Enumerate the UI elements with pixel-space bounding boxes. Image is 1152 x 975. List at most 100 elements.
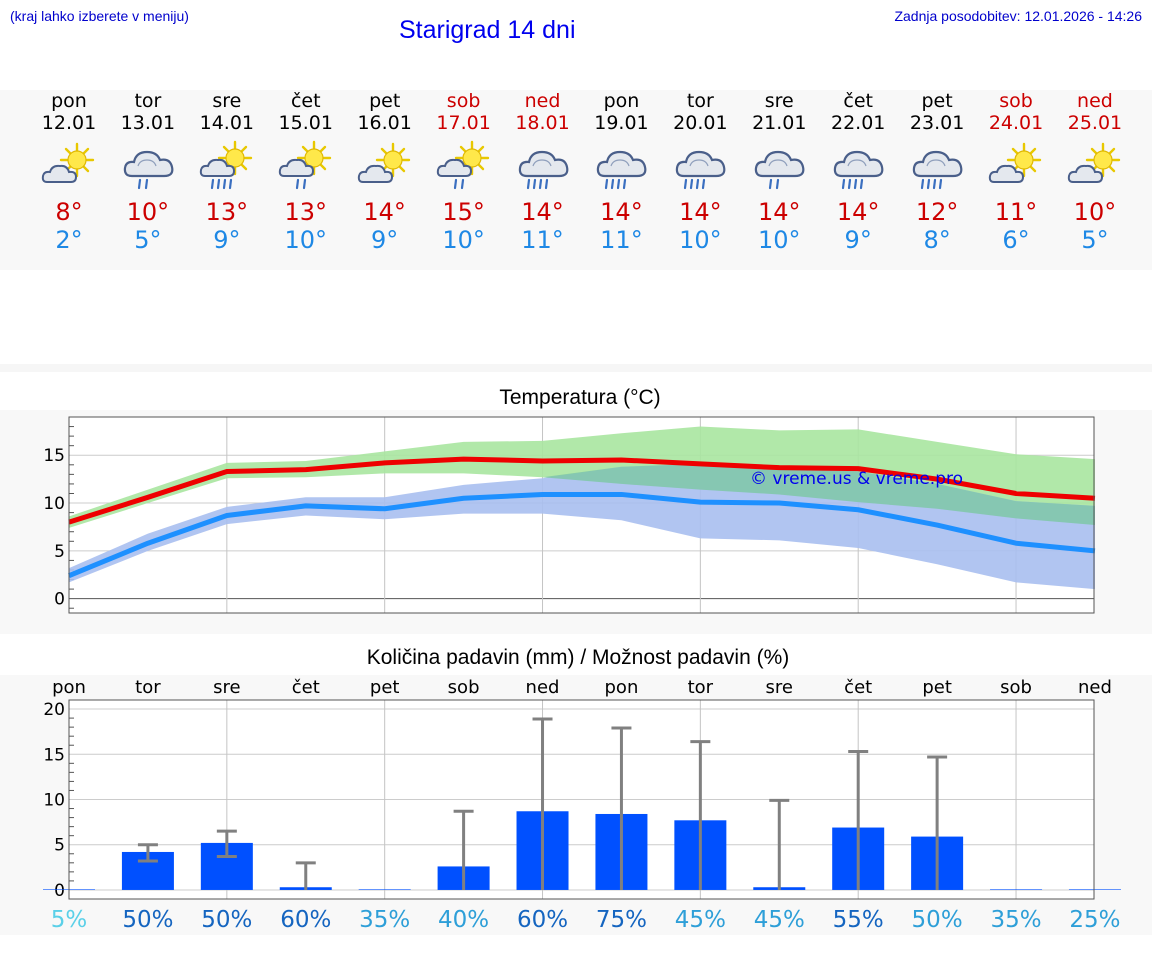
day-column: tor 13.01 10° 5° xyxy=(108,90,188,254)
day-date: 20.01 xyxy=(673,112,728,134)
x-category-label: čet xyxy=(292,677,320,698)
temperature-max: 10° xyxy=(126,198,170,226)
x-category-label: sob xyxy=(448,677,480,698)
day-column: sob 24.01 11° 6° xyxy=(976,90,1056,254)
location-hint: (kraj lahko izberete v meniju) xyxy=(10,8,189,24)
y-tick-label: 20 xyxy=(43,700,65,720)
day-column: pet 23.01 12° 8° xyxy=(897,90,977,254)
precipitation-bar xyxy=(1068,889,1121,890)
watermark: © vreme.us & vreme.pro xyxy=(750,469,963,489)
day-name: čet xyxy=(843,90,873,112)
day-column: čet 15.01 13° 10° xyxy=(266,90,346,254)
day-date: 16.01 xyxy=(357,112,412,134)
temperature-chart: 0 5 10 15 © vreme.us & vreme.pro xyxy=(43,416,1096,614)
x-category-label: ned xyxy=(526,677,560,698)
day-name: pet xyxy=(921,90,953,112)
y-tick-label: 10 xyxy=(43,791,65,811)
day-column: ned 18.01 14° 11° xyxy=(503,90,583,254)
x-category-label: čet xyxy=(844,677,872,698)
x-category-label: pet xyxy=(922,677,952,698)
day-date: 12.01 xyxy=(41,112,97,134)
sun-cloud-icon xyxy=(357,142,410,183)
day-name: tor xyxy=(686,90,714,112)
day-date: 23.01 xyxy=(909,112,965,134)
temperature-max: 11° xyxy=(994,198,1038,226)
precipitation-probability: 25% xyxy=(1069,907,1120,933)
temperature-min: 11° xyxy=(521,226,564,254)
precipitation-probability: 40% xyxy=(438,907,489,933)
temperature-max: 12° xyxy=(915,198,959,226)
day-column: sre 14.01 13° 9° xyxy=(187,90,267,254)
temperature-min: 5° xyxy=(134,226,162,254)
day-date: 22.01 xyxy=(830,112,886,134)
cloud-heavy-rain-icon xyxy=(833,150,884,190)
y-tick-label: 5 xyxy=(54,542,65,562)
temperature-max: 14° xyxy=(521,198,564,226)
sun-cloud-rain-icon xyxy=(199,140,253,190)
day-date: 21.01 xyxy=(752,112,807,134)
cloud-heavy-rain-icon xyxy=(912,150,963,190)
day-column: tor 20.01 14° 10° xyxy=(660,90,740,254)
temperature-max: 14° xyxy=(757,198,801,226)
y-tick-label: 15 xyxy=(43,446,65,466)
temperature-max: 14° xyxy=(363,198,406,226)
temperature-min: 5° xyxy=(1081,226,1109,254)
temperature-min: 11° xyxy=(600,226,643,254)
day-column: pon 12.01 8° 2° xyxy=(29,90,109,254)
y-tick-label: 0 xyxy=(54,590,65,610)
day-name: tor xyxy=(134,90,162,112)
x-category-label: tor xyxy=(135,677,161,698)
day-name: sre xyxy=(212,90,242,112)
precipitation-probability: 35% xyxy=(990,907,1041,933)
page-title: Starigrad 14 dni xyxy=(399,16,576,44)
temperature-plot-frame xyxy=(68,416,1095,614)
day-name: pon xyxy=(51,90,87,112)
temperature-min: 6° xyxy=(1002,226,1030,254)
precipitation-plot-frame xyxy=(68,699,1095,900)
day-date: 19.01 xyxy=(594,112,649,134)
cloud-heavy-rain-icon xyxy=(518,150,568,190)
day-date: 18.01 xyxy=(515,112,570,134)
min-temperature-line xyxy=(68,491,1096,579)
x-category-label: pet xyxy=(370,677,400,698)
temperature-min: 8° xyxy=(923,226,951,254)
precipitation-probability: 35% xyxy=(359,907,410,933)
y-tick-label: 5 xyxy=(54,836,65,856)
precipitation-probability: 75% xyxy=(596,907,647,933)
day-name: sob xyxy=(446,90,481,112)
temperature-min: 10° xyxy=(679,226,722,254)
day-date: 15.01 xyxy=(278,112,333,134)
day-name: sob xyxy=(999,90,1033,112)
precipitation-probability: 45% xyxy=(754,907,805,933)
sun-cloud-light-rain-icon xyxy=(278,140,331,190)
temperature-min: 10° xyxy=(284,226,328,254)
x-category-label: sre xyxy=(766,677,793,698)
last-updated: Zadnja posodobitev: 12.01.2026 - 14:26 xyxy=(894,8,1142,24)
day-date: 24.01 xyxy=(988,112,1044,134)
temperature-max: 14° xyxy=(836,198,880,226)
precipitation-probability: 45% xyxy=(675,907,726,933)
separator-band xyxy=(0,364,1152,372)
day-date: 25.01 xyxy=(1067,112,1123,134)
temperature-min: 9° xyxy=(371,226,399,254)
day-column: sob 17.01 15° 10° xyxy=(424,90,504,254)
temperature-chart-title: Temperatura (°C) xyxy=(499,386,661,409)
daily-forecast-band xyxy=(0,90,1152,270)
sun-cloud-light-rain-icon xyxy=(436,140,489,190)
day-date: 13.01 xyxy=(120,112,176,134)
temperature-min: 9° xyxy=(213,226,241,254)
day-date: 14.01 xyxy=(199,112,255,134)
day-column: pet 16.01 14° 9° xyxy=(345,90,425,254)
day-name: pon xyxy=(603,90,640,112)
x-category-label: ned xyxy=(1078,677,1112,698)
cloud-heavy-rain-icon xyxy=(597,150,647,190)
precipitation-probability: 50% xyxy=(122,907,173,933)
cloud-rain-icon xyxy=(755,150,805,190)
sun-cloud-icon xyxy=(1067,142,1121,183)
day-column: čet 22.01 14° 9° xyxy=(818,90,898,254)
precipitation-bar xyxy=(990,889,1043,890)
temperature-max: 13° xyxy=(284,198,328,226)
y-tick-label: 10 xyxy=(43,494,65,514)
temperature-min: 10° xyxy=(442,226,485,254)
